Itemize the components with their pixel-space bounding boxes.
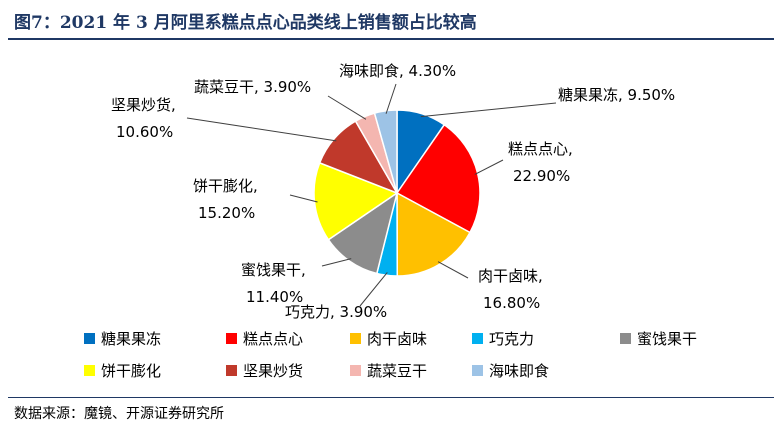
legend-item: 糕点点心 bbox=[226, 328, 303, 349]
data-label-1: 糖果果冻, 9.50% bbox=[558, 86, 675, 104]
legend-label: 肉干卤味 bbox=[367, 330, 428, 348]
legend-item: 巧克力 bbox=[472, 328, 534, 349]
legend-swatch bbox=[84, 365, 95, 376]
legend-label: 海味即食 bbox=[489, 362, 550, 380]
legend-label: 坚果炒货 bbox=[243, 362, 304, 380]
legend-label: 巧克力 bbox=[489, 330, 535, 348]
legend-item: 蜜饯果干 bbox=[620, 328, 697, 349]
chart-title: 图7：2021 年 3 月阿里系糕点点心品类线上销售额占比较高 bbox=[14, 13, 477, 33]
legend-swatch bbox=[350, 365, 361, 376]
legend-label: 糕点点心 bbox=[243, 330, 304, 348]
legend-item: 蔬菜豆干 bbox=[350, 360, 427, 381]
data-label-4: 巧克力, 3.90% bbox=[285, 303, 387, 321]
legend-swatch bbox=[472, 365, 483, 376]
pie-slice-2 bbox=[395, 123, 481, 234]
data-label-7: 坚果炒货, 10.60% bbox=[111, 96, 176, 141]
legend-item: 坚果炒货 bbox=[226, 360, 303, 381]
pie-chart: 糖果果冻, 9.50% 糕点点心, 22.90% 肉干卤味, 16.80% 巧克力, 3.… bbox=[111, 62, 675, 321]
legend-item: 海味即食 bbox=[472, 360, 549, 381]
legend-item: 糖果果冻 bbox=[84, 328, 161, 349]
source-divider bbox=[8, 397, 774, 398]
data-label-2: 糕点点心, 22.90% bbox=[508, 140, 573, 185]
data-label-9: 海味即食, 4.30% bbox=[339, 62, 456, 80]
pie-slice-6 bbox=[313, 161, 399, 241]
leader-line-6 bbox=[289, 194, 318, 203]
legend-label: 蜜饯果干 bbox=[637, 330, 698, 348]
legend-label: 饼干膨化 bbox=[101, 362, 162, 380]
data-label-5: 蜜饯果干, 11.40% bbox=[241, 261, 306, 306]
source-note: 数据来源：魔镜、开源证券研究所 bbox=[14, 406, 224, 422]
legend-item: 饼干膨化 bbox=[84, 360, 161, 381]
leader-line-7 bbox=[186, 117, 337, 142]
legend-swatch bbox=[350, 333, 361, 344]
data-label-8: 蔬菜豆干, 3.90% bbox=[194, 78, 311, 96]
data-label-3: 肉干卤味, 16.80% bbox=[478, 267, 543, 312]
leader-line-8 bbox=[327, 95, 367, 120]
legend-label: 蔬菜豆干 bbox=[367, 362, 428, 380]
pie-slice-3 bbox=[396, 191, 472, 277]
pie-slice-9 bbox=[373, 109, 398, 194]
legend-swatch bbox=[84, 333, 95, 344]
leader-line-5 bbox=[321, 258, 352, 267]
title-divider bbox=[8, 38, 774, 40]
leader-line-1 bbox=[420, 102, 557, 118]
legend-label: 糖果果冻 bbox=[101, 330, 162, 348]
leader-line-2 bbox=[474, 159, 504, 175]
leader-line-4 bbox=[359, 272, 388, 307]
legend-item: 肉干卤味 bbox=[350, 328, 427, 349]
legend-swatch bbox=[226, 365, 237, 376]
leader-line-9 bbox=[385, 83, 397, 114]
data-label-6: 饼干膨化, 15.20% bbox=[193, 177, 258, 222]
legend-swatch bbox=[226, 333, 237, 344]
legend-swatch bbox=[620, 333, 631, 344]
legend-swatch bbox=[472, 333, 483, 344]
leader-line-3 bbox=[437, 261, 469, 279]
